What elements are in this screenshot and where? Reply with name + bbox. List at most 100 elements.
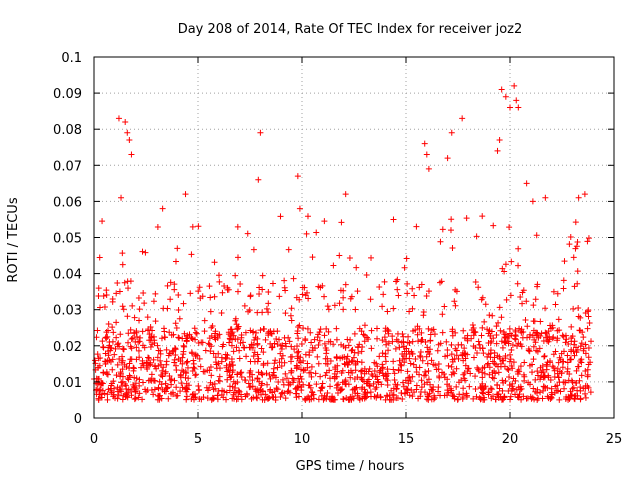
data-point-745 (97, 304, 104, 311)
data-point-870 (352, 360, 359, 367)
data-point-1873 (177, 388, 184, 395)
data-point-1569 (554, 337, 561, 344)
data-point-918 (578, 372, 585, 379)
data-point-1496 (558, 350, 565, 357)
data-point-1844 (555, 374, 562, 381)
data-point-1867 (93, 391, 100, 398)
data-point-1886 (259, 371, 266, 378)
data-point-1664 (253, 394, 260, 401)
data-point-1132 (555, 316, 562, 323)
data-point-723 (537, 376, 544, 383)
data-point-1751 (459, 351, 466, 358)
y-axis-label: ROTI / TECUs (6, 197, 21, 282)
data-point-8 (218, 309, 225, 316)
data-point-1130 (119, 303, 126, 310)
data-point-1757 (529, 369, 536, 376)
data-point-205 (237, 370, 244, 377)
data-point-1316 (545, 372, 552, 379)
data-point-755 (489, 312, 496, 319)
data-point-1643 (406, 355, 413, 362)
data-point-1687 (128, 336, 135, 343)
data-point-1452 (358, 367, 365, 374)
data-point-1445 (166, 350, 173, 357)
data-point-297 (166, 373, 173, 380)
data-point-1864 (447, 227, 454, 234)
data-point-1094 (359, 395, 366, 402)
data-point-553 (489, 358, 496, 365)
data-point-680 (325, 328, 332, 335)
data-point-923 (300, 367, 307, 374)
data-point-1080 (569, 379, 576, 386)
data-point-559 (211, 259, 218, 266)
data-point-1779 (569, 385, 576, 392)
data-point-1437 (587, 389, 594, 396)
data-point-1808 (542, 334, 549, 341)
data-point-772 (232, 389, 239, 396)
data-point-1076 (529, 361, 536, 368)
data-point-1914 (423, 151, 430, 158)
data-point-1312 (548, 394, 555, 401)
data-point-750 (439, 329, 446, 336)
data-point-1855 (514, 393, 521, 400)
data-point-1532 (556, 327, 563, 334)
data-point-960 (97, 354, 104, 361)
y-tick-label-4: 0.04 (53, 268, 82, 283)
data-point-247 (150, 356, 157, 363)
data-point-1876 (531, 318, 538, 325)
data-point-730 (255, 369, 262, 376)
data-point-1436 (451, 355, 458, 362)
data-point-1531 (295, 353, 302, 360)
data-point-1204 (460, 371, 467, 378)
data-point-1764 (226, 339, 233, 346)
data-point-1902 (124, 129, 131, 136)
data-point-1144 (186, 331, 193, 338)
data-point-1908 (257, 129, 264, 136)
data-point-1108 (404, 368, 411, 375)
data-point-1543 (215, 388, 222, 395)
data-point-1409 (409, 285, 416, 292)
data-point-1668 (329, 393, 336, 400)
data-point-602 (245, 380, 252, 387)
data-point-192 (560, 285, 567, 292)
data-point-951 (218, 354, 225, 361)
data-point-59 (390, 305, 397, 312)
data-point-1658 (559, 332, 566, 339)
data-point-1911 (296, 205, 303, 212)
data-point-1482 (550, 364, 557, 371)
data-point-1474 (395, 292, 402, 299)
data-point-1579 (343, 355, 350, 362)
data-point-554 (253, 388, 260, 395)
data-point-779 (486, 371, 493, 378)
chart-title: Day 208 of 2014, Rate Of TEC Index for r… (178, 22, 523, 37)
data-point-1670 (574, 363, 581, 370)
data-point-1231 (111, 385, 118, 392)
data-point-1165 (187, 290, 194, 297)
data-point-1774 (195, 382, 202, 389)
data-point-1275 (503, 296, 510, 303)
data-point-993 (164, 282, 171, 289)
data-point-1717 (148, 333, 155, 340)
data-point-859 (95, 285, 102, 292)
data-point-599 (519, 300, 526, 307)
data-point-168 (390, 358, 397, 365)
data-point-1269 (339, 379, 346, 386)
data-point-167 (532, 296, 539, 303)
data-point-1516 (342, 281, 349, 288)
data-point-1336 (102, 360, 109, 367)
data-point-1632 (376, 284, 383, 291)
data-point-1793 (537, 389, 544, 396)
data-point-886 (366, 382, 373, 389)
data-point-384 (584, 238, 591, 245)
data-point-176 (423, 292, 430, 299)
y-tick-label-0: 0 (74, 412, 82, 427)
data-point-1548 (141, 300, 148, 307)
data-point-1856 (156, 396, 163, 403)
data-point-1736 (520, 287, 527, 294)
data-point-1184 (125, 330, 132, 337)
data-point-639 (411, 292, 418, 299)
data-point-627 (273, 385, 280, 392)
data-point-1139 (114, 280, 121, 287)
data-point-186 (542, 329, 549, 336)
data-point-1705 (351, 349, 358, 356)
